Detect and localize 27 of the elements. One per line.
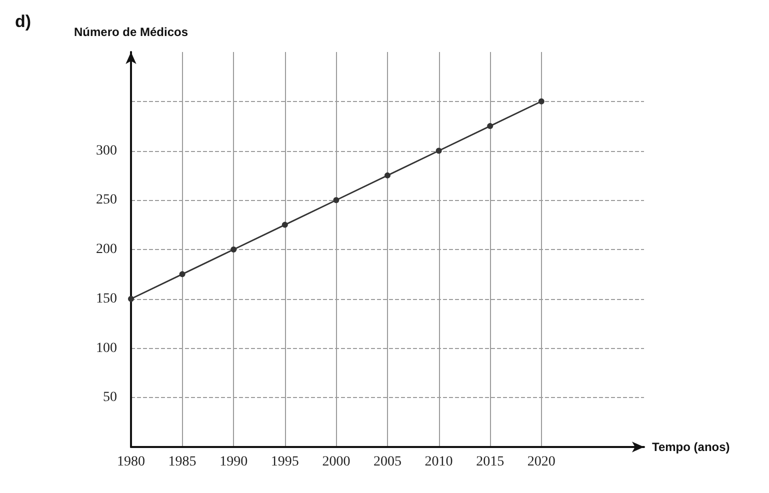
point bbox=[538, 98, 544, 104]
point bbox=[487, 123, 494, 130]
y-tick-label: 200 bbox=[96, 242, 117, 257]
point bbox=[128, 296, 134, 302]
x-axis-title: Tempo (anos) bbox=[652, 440, 730, 454]
x-tick-label: 2005 bbox=[374, 454, 402, 470]
x-tick-label: 1985 bbox=[168, 454, 196, 470]
point bbox=[436, 148, 442, 154]
y-tick-label: 300 bbox=[96, 143, 117, 158]
y-tick-label: 100 bbox=[96, 340, 117, 356]
y-tick-label: 250 bbox=[96, 192, 117, 208]
x-tick-label: 2010 bbox=[424, 454, 453, 470]
x-tick-label: 2000 bbox=[322, 454, 350, 470]
x-tick-label: 1980 bbox=[117, 454, 145, 470]
x-tick-label: 1995 bbox=[270, 454, 299, 470]
y-axis-title: Número de Médicos bbox=[74, 25, 188, 39]
point bbox=[384, 172, 390, 178]
chart-title: d) bbox=[15, 12, 32, 31]
y-tick-label: 50 bbox=[103, 390, 117, 406]
x-tick-label: 2020 bbox=[527, 454, 556, 470]
point bbox=[179, 271, 186, 278]
point bbox=[333, 197, 340, 204]
point bbox=[230, 246, 237, 252]
point bbox=[282, 222, 288, 228]
y-tick-label: 150 bbox=[96, 291, 117, 306]
x-tick-label: 2015 bbox=[476, 454, 504, 470]
x-tick-label: 1990 bbox=[220, 454, 248, 470]
